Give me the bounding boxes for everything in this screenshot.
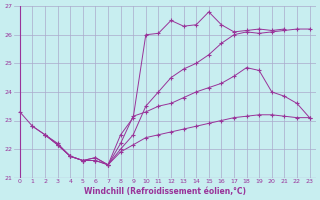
X-axis label: Windchill (Refroidissement éolien,°C): Windchill (Refroidissement éolien,°C) [84,187,246,196]
